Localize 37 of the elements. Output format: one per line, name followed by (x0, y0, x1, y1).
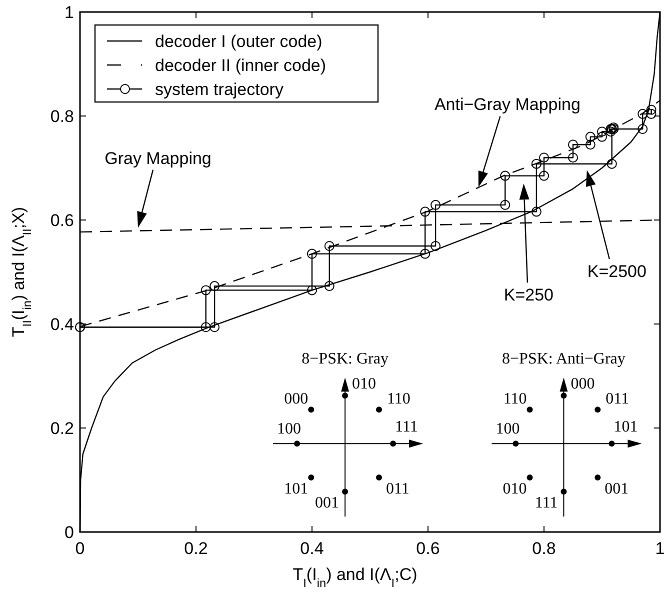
annotation: 110 (503, 390, 527, 408)
y-tick-label: 0.4 (50, 315, 74, 334)
x-tick-label: 0.4 (300, 539, 324, 558)
annotation: 111 (534, 494, 558, 512)
annotation: 101 (614, 418, 638, 436)
annotation: Gray Mapping (104, 148, 212, 168)
annotation: 8−PSK: Gray (302, 350, 388, 368)
annotation: 001 (604, 480, 629, 498)
x-axis-title: T$_{I}$(I$_{in}$) and I(Λ$_{I}$;C) (292, 565, 418, 590)
annotation: 011 (386, 480, 410, 498)
annotation: 010 (502, 480, 527, 498)
x-tick-label: 1 (655, 539, 665, 558)
annotation: 8−PSK: Anti−Gray (502, 350, 626, 368)
annotation: K=2500 (587, 262, 646, 282)
y-tick-label: 0.6 (50, 211, 74, 230)
annotation: 110 (387, 390, 410, 408)
x-tick-label: 0.2 (184, 539, 208, 558)
annotation: Anti−Gray Mapping (434, 95, 580, 114)
x-tick-label: 0.8 (532, 539, 556, 558)
annotation: 101 (284, 480, 308, 498)
legend-label: decoder I (outer code) (155, 32, 322, 51)
annotation: 000 (284, 390, 308, 408)
annotation: 100 (277, 420, 302, 438)
y-tick-label: 1 (64, 3, 74, 22)
annotation: 010 (352, 376, 376, 393)
legend-label: decoder II (inner code) (155, 56, 326, 75)
annotation: 111 (395, 418, 418, 436)
x-tick-label: 0.6 (416, 539, 440, 558)
annotation: 001 (315, 494, 340, 512)
legend-label: system trajectory (155, 80, 284, 99)
annotation: K=250 (504, 286, 554, 305)
annotation: 000 (570, 376, 595, 393)
y-tick-label: 0.2 (50, 419, 74, 438)
annotation: 011 (606, 390, 630, 408)
y-tick-label: 0.8 (50, 107, 74, 126)
annotation: 100 (496, 420, 520, 438)
y-tick-label: 0 (64, 523, 74, 542)
